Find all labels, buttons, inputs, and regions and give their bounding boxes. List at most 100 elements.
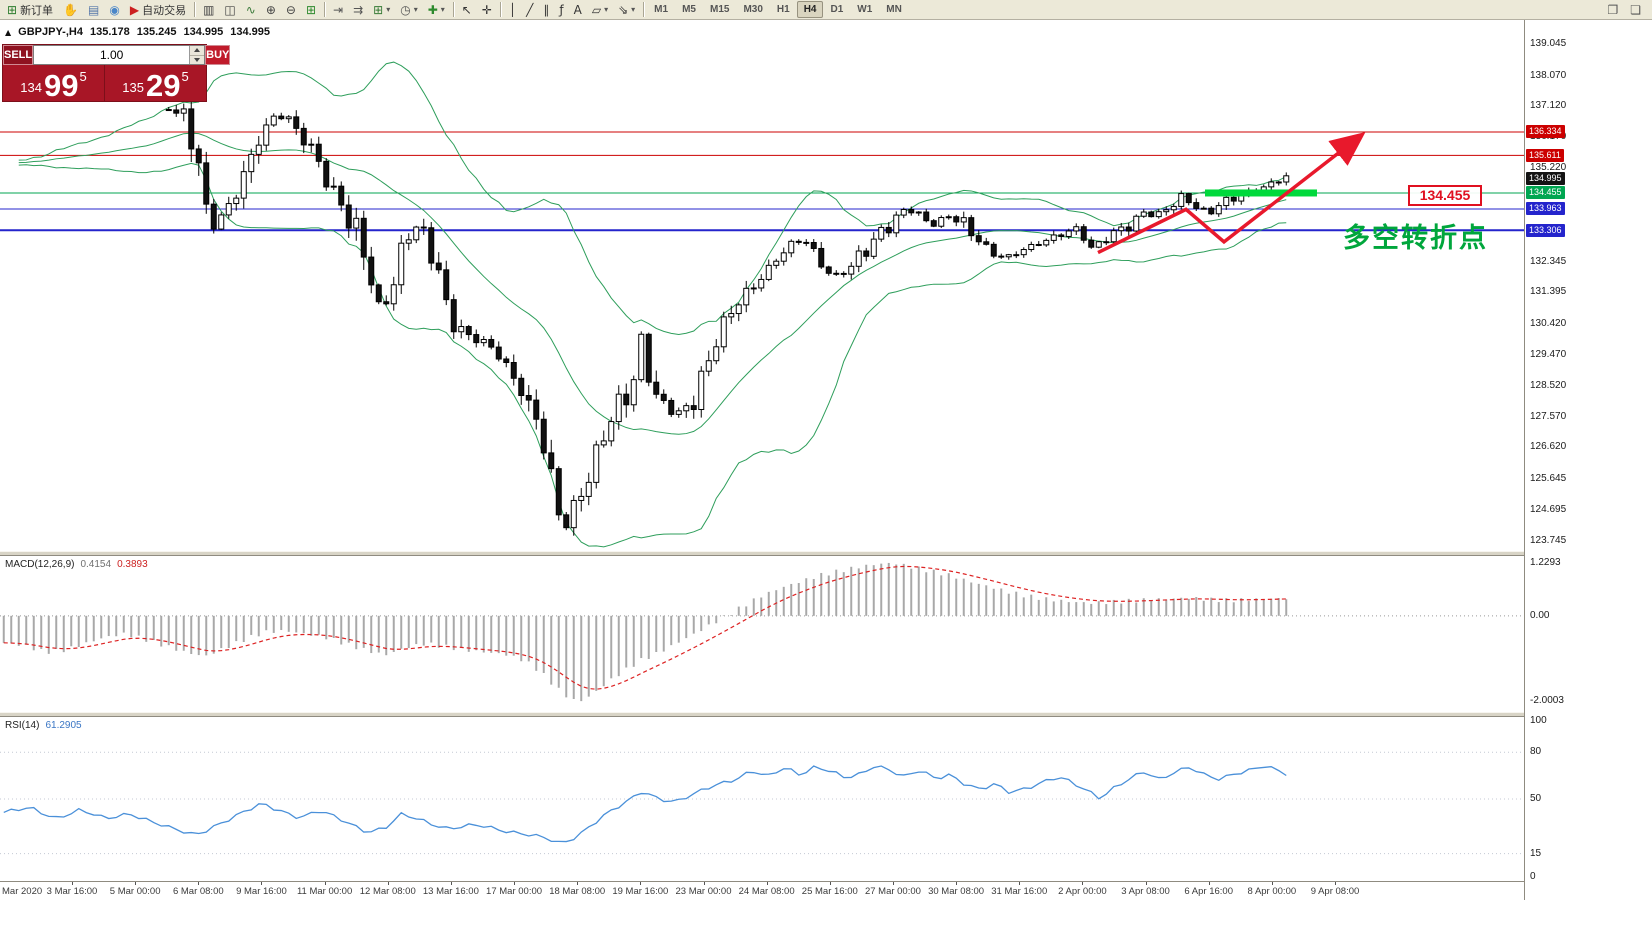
volume-decrease-button[interactable] [190, 55, 205, 64]
toolbar-separator [452, 2, 454, 17]
vertical-line-button[interactable]: │ [504, 1, 521, 19]
tile-windows-icon: ⊞ [305, 2, 317, 17]
time-axis-label: 2 Apr 00:00 [1058, 886, 1107, 897]
panel-separator[interactable] [0, 551, 1652, 556]
timeframe-m30-button[interactable]: M30 [743, 4, 763, 15]
macd-main-value: 0.4154 [80, 559, 112, 570]
window-cascade-button[interactable]: ❏ [1625, 1, 1646, 19]
time-axis-label: 19 Mar 16:00 [612, 886, 669, 897]
timeframe-m5-button[interactable]: M5 [682, 4, 696, 15]
indicators-button[interactable]: ✚ ▾ [423, 1, 450, 19]
candles [165, 95, 1290, 536]
window-tile-button[interactable]: ❐ [1602, 1, 1623, 19]
main-toolbar: ⊞ 新订单 ✋ ▤ ◉ ▶ 自动交易 ▥ ◫ ∿ ⊕ ⊖ ⊞ ⇥ ⇉ ⊞ ▾ ◷ ▾ ✚ ▾ ↖ ✛ │ ╱ ∥ ƒ A ▱ ▾ ⇘ ▾ M1 M… [0, 0, 1652, 20]
time-axis-label: 11 Mar 00:00 [296, 886, 353, 897]
time-axis-tick [324, 882, 326, 885]
timeframe-h4-button[interactable]: H4 [796, 1, 824, 18]
zoom-out-button[interactable]: ⊖ [281, 1, 301, 19]
macd-axis-tick: -2.0003 [1530, 695, 1564, 707]
time-axis: Mar 2020 3 Mar 16:00 5 Mar 00:00 6 Mar 08:0… [0, 882, 1524, 900]
time-axis-tick [956, 882, 958, 885]
auto-scroll-button[interactable]: ⇉ [348, 1, 368, 19]
timeframe-d1-button[interactable]: D1 [830, 4, 844, 15]
price-axis-tick: 139.045 [1530, 37, 1567, 49]
candlestick-chart-button[interactable]: ◫ [219, 1, 240, 19]
time-axis-tick [1335, 882, 1336, 885]
ohlc-low: 134.995 [183, 26, 224, 38]
print-button[interactable]: ▤ [83, 1, 104, 19]
community-button[interactable]: ◉ [104, 1, 124, 19]
channel-icon: ∥ [543, 2, 550, 17]
profiles-button[interactable]: ◷ ▾ [395, 1, 423, 19]
timeframe-h1-button[interactable]: H1 [776, 4, 790, 15]
trend-arrow[interactable] [1097, 131, 1366, 255]
sell-price-display[interactable]: 134 99 5 [3, 65, 105, 101]
time-axis-tick [135, 882, 137, 885]
rsi-title: RSI(14) [5, 720, 40, 731]
buy-price-big: 29 [145, 67, 181, 103]
tile-windows-button[interactable]: ⊞ [301, 1, 321, 19]
trendline-button[interactable]: ╱ [521, 1, 538, 19]
time-axis-tick [829, 882, 831, 885]
time-axis-tick [1145, 882, 1147, 885]
chart-window: ▲ GBPJPY-,H4 135.178 135.245 134.995 134… [0, 20, 1652, 947]
timeframe-m15-button[interactable]: M15 [709, 4, 730, 15]
new-chart-button[interactable]: ⊞ ▾ [368, 1, 395, 19]
volume-input[interactable] [34, 46, 190, 64]
macd-histogram [2, 562, 1288, 702]
hand-tool-button[interactable]: ✋ [58, 1, 83, 19]
vertical-line-icon: │ [508, 2, 517, 17]
buy-price-display[interactable]: 135 29 5 [105, 65, 206, 101]
arrows-button[interactable]: ⇘ ▾ [613, 1, 640, 19]
price-level-chip: 133.963 [1526, 202, 1565, 216]
bollinger-upper-band [18, 61, 1287, 336]
auto-scroll-icon: ⇉ [353, 2, 364, 17]
timeframe-w1-button[interactable]: W1 [857, 4, 873, 15]
timeframe-m1-button[interactable]: M1 [654, 4, 669, 15]
macd-signal-value: 0.3893 [117, 559, 148, 570]
globe-icon: ◉ [109, 2, 120, 17]
sell-button[interactable]: SELL [3, 45, 34, 65]
bar-chart-button[interactable]: ▥ [198, 1, 219, 19]
support-zone-highlight[interactable] [1205, 189, 1317, 197]
price-axis-tick: 125.645 [1530, 473, 1567, 485]
chart-shift-icon: ⇥ [333, 2, 344, 17]
price-level-chip: 136.334 [1526, 125, 1565, 139]
time-axis-label: 6 Apr 16:00 [1184, 886, 1233, 897]
text-label-button[interactable]: A [569, 1, 587, 19]
timeframe-mn-button[interactable]: MN [886, 4, 902, 15]
autotrading-button[interactable]: ▶ 自动交易 [125, 1, 191, 19]
rsi-label: RSI(14) 61.2905 [3, 720, 84, 731]
rsi-chart [0, 751, 1524, 855]
new-order-button[interactable]: ⊞ 新订单 [2, 1, 58, 19]
shapes-button[interactable]: ▱ ▾ [587, 1, 613, 19]
time-axis-label: 17 Mar 00:00 [486, 886, 543, 897]
panel-separator[interactable] [0, 712, 1652, 717]
price-level-chip: 134.455 [1526, 186, 1565, 200]
cursor-button[interactable]: ↖ [457, 1, 477, 19]
line-chart-button[interactable]: ∿ [241, 1, 261, 19]
price-axis-tick: 135.220 [1530, 162, 1567, 174]
chart-shift-button[interactable]: ⇥ [328, 1, 348, 19]
bar-chart-icon: ▥ [203, 2, 215, 17]
time-axis-label: 9 Mar 16:00 [236, 886, 287, 897]
channel-button[interactable]: ∥ [538, 1, 554, 19]
toolbar-separator [643, 2, 645, 17]
fibonacci-button[interactable]: ƒ [554, 1, 568, 19]
macd-signal-line [3, 565, 1287, 690]
price-chart [0, 61, 1524, 548]
symbol-marker-icon: ▲ [5, 27, 12, 37]
trendline-icon: ╱ [526, 2, 534, 17]
autotrading-button-label: 自动交易 [142, 4, 187, 17]
time-axis-label: 23 Mar 00:00 [675, 886, 732, 897]
volume-increase-button[interactable] [190, 46, 205, 56]
macd-axis-tick: 0.00 [1530, 609, 1550, 621]
rsi-line [3, 765, 1287, 843]
buy-button[interactable]: BUY [205, 45, 231, 65]
crosshair-button[interactable]: ✛ [477, 1, 497, 19]
price-level-chip: 133.306 [1526, 223, 1565, 237]
time-axis-label: 3 Apr 08:00 [1121, 886, 1170, 897]
time-axis-label: 12 Mar 08:00 [359, 886, 416, 897]
zoom-in-button[interactable]: ⊕ [261, 1, 281, 19]
